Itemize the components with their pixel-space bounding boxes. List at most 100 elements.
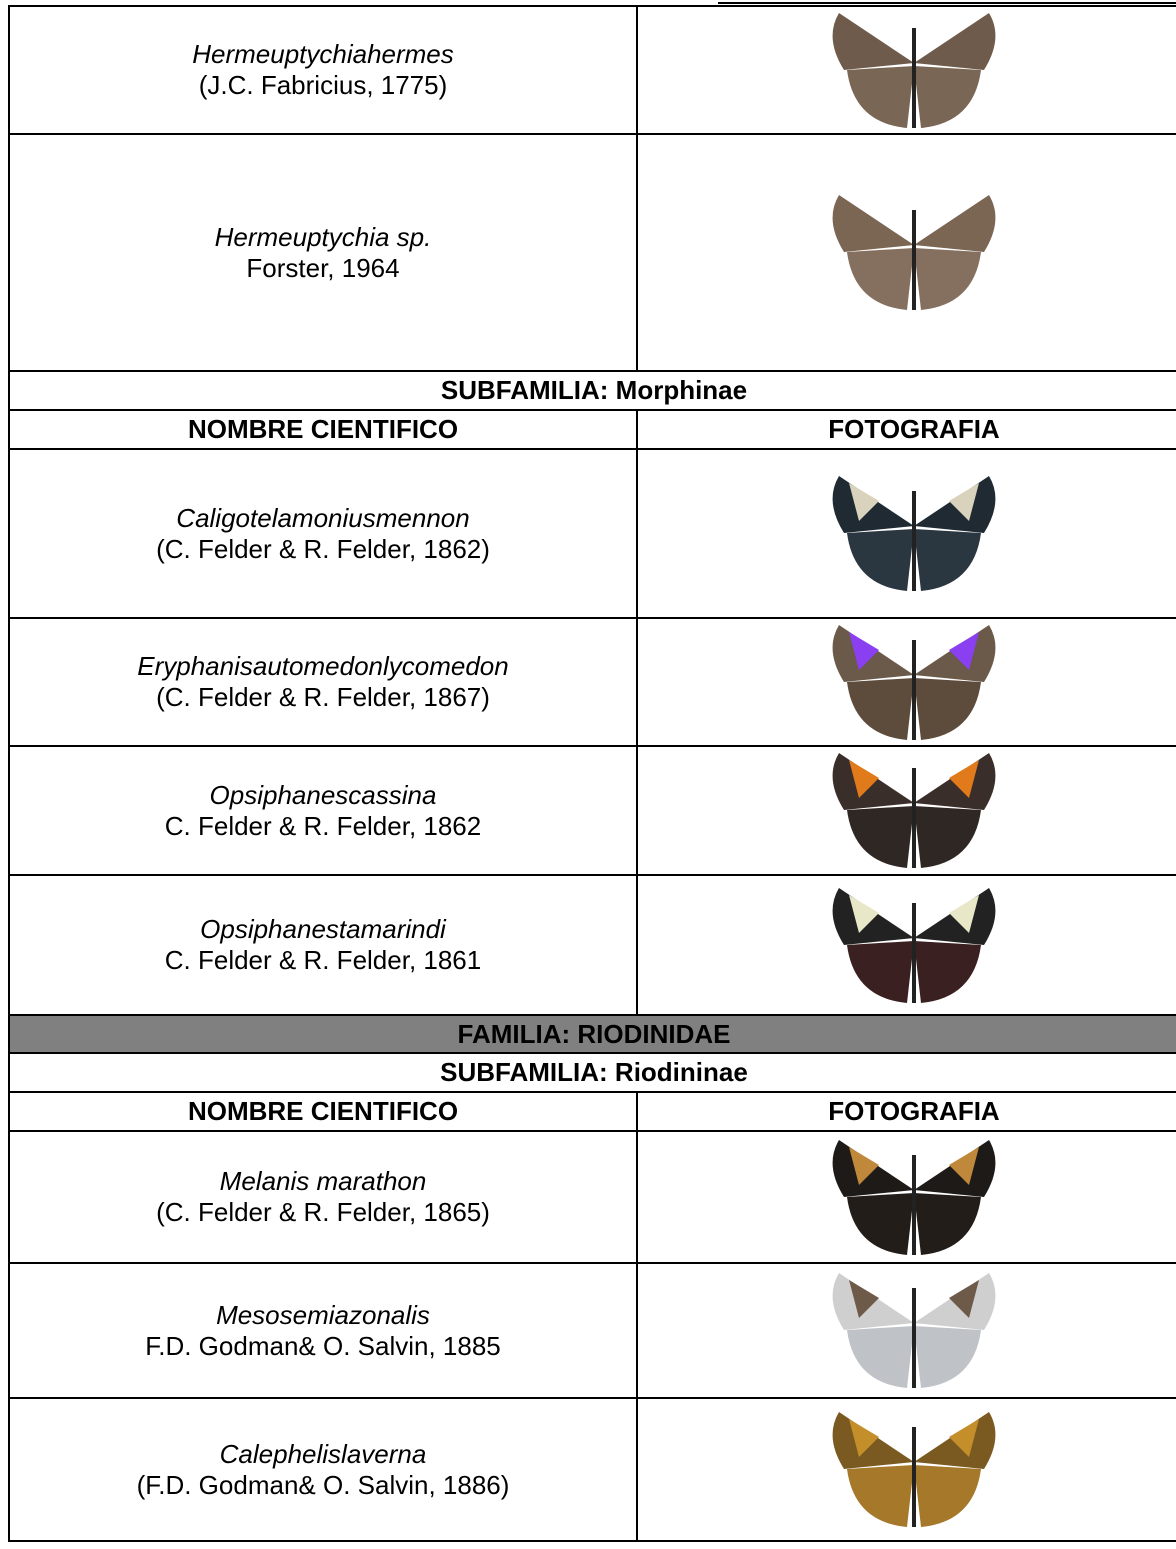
butterfly-photo [832, 887, 996, 1003]
species-author: C. Felder & R. Felder, 1862 [164, 810, 482, 841]
photo-cell [638, 7, 1176, 133]
wing [847, 940, 914, 1003]
wing [912, 1427, 916, 1527]
wing [914, 806, 981, 868]
wing [914, 940, 981, 1003]
section-row: SUBFAMILIA: Morphinae [10, 372, 1176, 411]
species-row: Mesosemiazonalis F.D. Godman& O. Salvin, … [10, 1264, 1176, 1399]
species-name: Melanis marathon [219, 1166, 427, 1196]
section-row: FAMILIA: RIODINIDAE [10, 1016, 1176, 1054]
butterfly-photo [832, 753, 996, 868]
species-cell: Melanis marathon (C. Felder & R. Felder, … [10, 1132, 638, 1262]
butterfly-photo [832, 12, 996, 128]
wing [847, 1465, 914, 1527]
wing [847, 529, 914, 591]
species-name: Opsiphanescassina [209, 779, 437, 810]
photo-cell [638, 1132, 1176, 1262]
species-author: (J.C. Fabricius, 1775) [198, 70, 448, 100]
rule [718, 2, 1176, 4]
wing [849, 483, 879, 521]
wing [914, 12, 996, 70]
subfamily-title: SUBFAMILIA: Morphinae [440, 375, 748, 405]
species-row: Calephelislaverna (F.D. Godman& O. Salvin… [10, 1399, 1176, 1542]
wing [914, 1465, 981, 1527]
wing [949, 483, 979, 521]
species-name: Mesosemiazonalis [216, 1299, 430, 1330]
wing [949, 760, 979, 798]
species-author: Forster, 1964 [246, 252, 400, 283]
species-table: Hermeuptychiahermes (J.C. Fabricius, 1775… [8, 5, 1176, 1542]
species-name: Caligotelamoniusmennon [176, 502, 470, 533]
species-name: Calephelislaverna [219, 1438, 427, 1469]
wing [912, 768, 916, 868]
photo-cell [638, 876, 1176, 1014]
species-row: Hermeuptychia sp. Forster, 1964 [10, 135, 1176, 372]
wing [949, 1419, 979, 1457]
photo-cell [638, 1264, 1176, 1397]
photo-cell [638, 619, 1176, 745]
family-title: FAMILIA: RIODINIDAE [457, 1018, 731, 1049]
wing [849, 894, 879, 933]
wing [914, 1326, 981, 1388]
wing [912, 27, 916, 128]
wing [847, 806, 914, 868]
species-name: Opsiphanestamarindi [200, 914, 446, 944]
wing [912, 1288, 916, 1388]
butterfly-photo [832, 1412, 996, 1527]
wing [849, 1280, 879, 1318]
wing [849, 1146, 879, 1185]
wing [912, 902, 916, 1003]
wing [912, 639, 916, 740]
photo-cell [638, 135, 1176, 370]
photo-cell [638, 747, 1176, 874]
header-row: NOMBRE CIENTIFICO FOTOGRAFIA [10, 411, 1176, 450]
column-header: FOTOGRAFIA [828, 1096, 1000, 1126]
species-author: (C. Felder & R. Felder, 1865) [156, 1197, 490, 1227]
species-row: Melanis marathon (C. Felder & R. Felder, … [10, 1132, 1176, 1264]
wing [847, 1192, 914, 1255]
species-row: Caligotelamoniusmennon (C. Felder & R. Fe… [10, 450, 1176, 619]
column-header: NOMBRE CIENTIFICO [10, 1093, 638, 1130]
species-row: Opsiphanescassina C. Felder & R. Felder, … [10, 747, 1176, 876]
species-name: Hermeuptychiahermes [192, 39, 454, 69]
species-cell: Hermeuptychiahermes (J.C. Fabricius, 1775… [10, 7, 638, 133]
species-row: Hermeuptychiahermes (J.C. Fabricius, 1775… [10, 7, 1176, 135]
wing [914, 529, 981, 591]
wing [914, 1192, 981, 1255]
species-author: C. Felder & R. Felder, 1861 [164, 945, 482, 975]
wing [847, 1326, 914, 1388]
wing [914, 195, 996, 252]
wing [949, 631, 979, 670]
species-name: Eryphanisautomedonlycomedon [137, 651, 509, 681]
species-author: F.D. Godman& O. Salvin, 1885 [145, 1330, 501, 1361]
wing [849, 760, 879, 798]
butterfly-photo [832, 624, 996, 740]
column-header: NOMBRE CIENTIFICO [10, 411, 638, 448]
wing [849, 631, 879, 670]
species-row: Eryphanisautomedonlycomedon (C. Felder & … [10, 619, 1176, 747]
butterfly-photo [832, 476, 996, 591]
column-header: FOTOGRAFIA [828, 414, 1000, 444]
wing [847, 677, 914, 740]
wing [847, 248, 914, 310]
species-author: (C. Felder & R. Felder, 1867) [156, 682, 490, 712]
species-cell: Calephelislaverna (F.D. Godman& O. Salvin… [10, 1399, 638, 1540]
wing [912, 1154, 916, 1255]
wing [949, 1280, 979, 1318]
photo-cell [638, 1399, 1176, 1540]
species-cell: Opsiphanescassina C. Felder & R. Felder, … [10, 747, 638, 874]
species-name: Hermeuptychia sp. [214, 221, 432, 252]
wing [832, 195, 914, 252]
wing [847, 65, 914, 128]
wing [912, 491, 916, 591]
subfamily-title: SUBFAMILIA: Riodininae [440, 1057, 748, 1087]
species-cell: Caligotelamoniusmennon (C. Felder & R. Fe… [10, 450, 638, 617]
species-author: (C. Felder & R. Felder, 1862) [156, 533, 490, 564]
butterfly-photo [832, 1273, 996, 1388]
species-cell: Eryphanisautomedonlycomedon (C. Felder & … [10, 619, 638, 745]
species-cell: Hermeuptychia sp. Forster, 1964 [10, 135, 638, 370]
species-cell: Opsiphanestamarindi C. Felder & R. Felder… [10, 876, 638, 1014]
species-row: Opsiphanestamarindi C. Felder & R. Felder… [10, 876, 1176, 1016]
species-author: (F.D. Godman& O. Salvin, 1886) [136, 1469, 510, 1500]
